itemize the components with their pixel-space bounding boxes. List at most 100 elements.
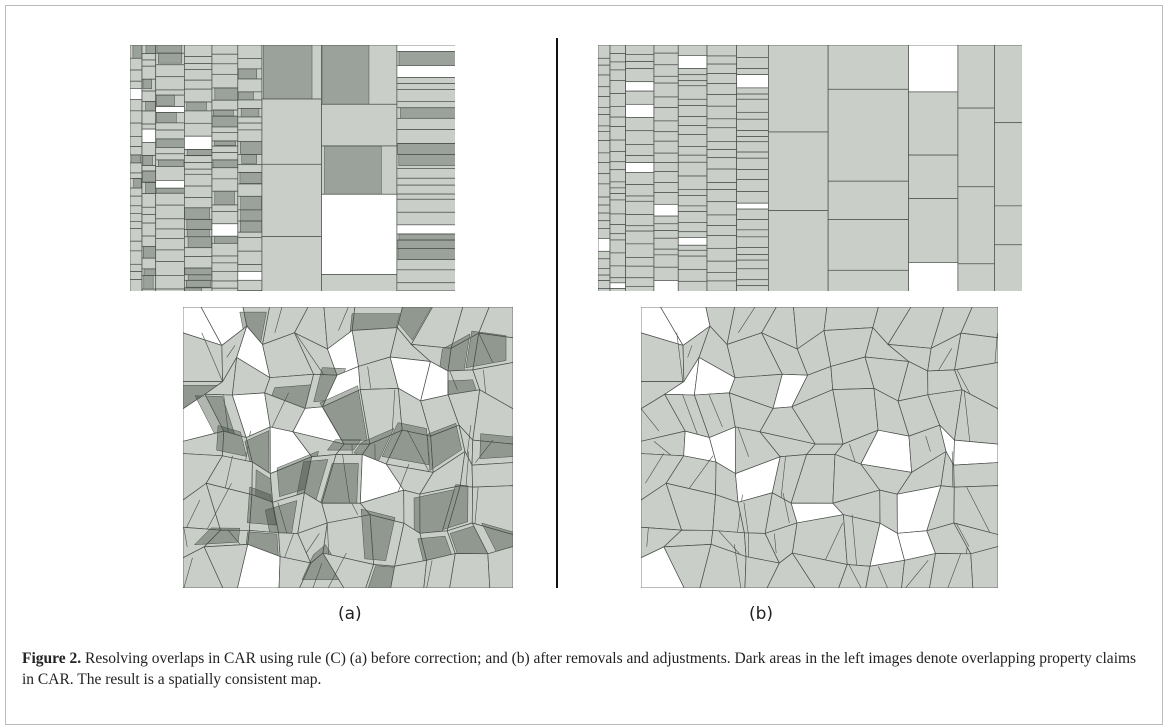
parcel [156, 205, 185, 219]
parcel [130, 272, 142, 280]
parcel [488, 547, 513, 588]
parcel [184, 136, 212, 149]
parcel [678, 212, 707, 223]
parcel [678, 134, 707, 146]
parcel [397, 260, 455, 270]
parcel [156, 238, 185, 249]
parcel [707, 45, 737, 56]
parcel [654, 193, 678, 205]
parcel [707, 215, 737, 226]
parcel [397, 78, 455, 84]
parcel [737, 158, 769, 169]
parcel [142, 142, 156, 155]
parcel [212, 281, 238, 288]
parcel [737, 99, 769, 112]
parcel [654, 65, 678, 77]
parcel [130, 196, 142, 206]
parcel [678, 222, 707, 231]
parcel [707, 281, 737, 291]
parcel [598, 228, 610, 238]
caption-text: Resolving overlaps in CAR using rule (C)… [22, 650, 1136, 688]
parcel [262, 164, 322, 236]
parcel [654, 162, 678, 171]
parcel [909, 262, 958, 291]
parcel [156, 154, 185, 160]
parcel [142, 124, 156, 129]
parcel [610, 283, 626, 289]
parcel [598, 45, 610, 58]
parcel [398, 143, 455, 155]
parcel [610, 62, 626, 70]
parcel [130, 111, 142, 123]
parcel [610, 117, 626, 127]
parcel [397, 89, 455, 101]
parcel [130, 100, 142, 111]
parcel [397, 194, 455, 199]
parcel [909, 92, 958, 155]
parcel [626, 244, 654, 258]
parcel [626, 278, 654, 287]
parcel [212, 146, 238, 153]
parcel [238, 130, 262, 142]
parcel [130, 147, 142, 155]
parcel [212, 64, 238, 75]
parcel [143, 79, 152, 88]
parcel [737, 131, 769, 137]
parcel [397, 84, 455, 90]
parcel [238, 100, 262, 108]
parcel [737, 260, 769, 269]
parcel [238, 184, 262, 196]
parcel [737, 248, 769, 255]
map-before-bottom [183, 307, 513, 588]
parcel [707, 64, 737, 73]
parcel [626, 104, 654, 117]
parcel [598, 268, 610, 275]
parcel [142, 207, 156, 214]
parcel [737, 180, 769, 192]
parcel [598, 259, 610, 269]
parcel [707, 106, 737, 119]
parcel [737, 45, 769, 57]
parcel [238, 79, 262, 92]
parcel [909, 155, 958, 198]
parcel [598, 221, 610, 229]
parcel [678, 281, 707, 291]
parcel [610, 151, 626, 161]
parcel [678, 45, 707, 55]
parcel [626, 231, 654, 244]
parcel [737, 269, 769, 280]
parcel [598, 87, 610, 97]
parcel [480, 434, 513, 459]
parcel [397, 65, 455, 77]
parcel [707, 226, 737, 236]
parcel [737, 119, 769, 130]
parcel [142, 166, 156, 171]
parcel [678, 86, 707, 100]
parcel [184, 80, 212, 89]
parcel [130, 81, 142, 88]
parcel [130, 123, 142, 136]
parcel [156, 147, 185, 153]
parcel [737, 69, 769, 75]
map-before-top [130, 45, 455, 291]
parcel [737, 152, 769, 158]
parcel [238, 271, 262, 280]
parcel [610, 225, 626, 234]
parcel [238, 251, 262, 264]
parcel [142, 236, 156, 247]
parcel [142, 289, 156, 291]
parcel [262, 237, 322, 291]
parcel [184, 156, 212, 163]
parcel [654, 280, 678, 291]
parcel [156, 95, 174, 105]
parcel [626, 215, 654, 226]
parcel [610, 214, 626, 225]
parcel [678, 256, 707, 269]
parcel [186, 280, 210, 287]
parcel [397, 168, 455, 178]
parcel [212, 224, 238, 236]
parcel [142, 171, 157, 181]
parcel [610, 80, 626, 93]
parcel [212, 153, 238, 160]
parcel [262, 99, 322, 164]
